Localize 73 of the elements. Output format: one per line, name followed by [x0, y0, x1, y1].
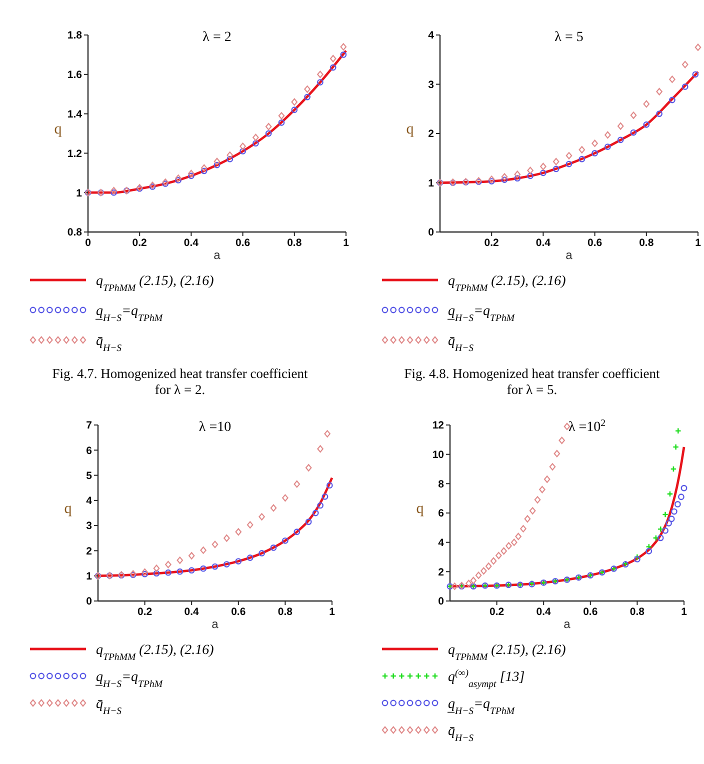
chart-title: λ =10 [198, 420, 232, 435]
legend-label: q$_{TPhMM}$ (2.15), (2.16) [448, 274, 566, 294]
y-tick-label: 0 [86, 596, 92, 608]
x-tick-label: 0.2 [484, 237, 500, 249]
legend-label: q̄$_{H−S}$ [96, 334, 122, 354]
y-tick-label: 7 [86, 420, 92, 432]
y-tick-label: 1.2 [67, 148, 82, 160]
y-axis-title: q [54, 122, 62, 138]
x-tick-label: 0.4 [536, 606, 552, 618]
x-tick-label: 0.2 [132, 237, 148, 249]
legend-label: q̲$_{H−S}$=q$_{TPhM}$ [95, 670, 164, 690]
caption: Fig. 4.7. Homogenized heat transfer coefficient for λ = 2. [52, 366, 308, 397]
x-tick-label: 0.8 [639, 237, 654, 249]
legend-label: q̲$_{H−S}$=q$_{TPhM}$ [447, 697, 516, 716]
x-tick-label: 1 [343, 237, 350, 249]
x-tick-label: 1 [695, 237, 702, 249]
y-tick-label: 1 [76, 187, 82, 200]
x-axis-title: a [212, 617, 219, 631]
legend-label: q$_{TPhMM}$ (2.15), (2.16) [448, 643, 566, 662]
y-axis-title: q [64, 501, 72, 517]
y-tick-label: 1.4 [67, 108, 82, 120]
legend-label: q̲$_{H−S}$=q$_{TPhM}$ [447, 304, 516, 324]
legend-label: q̲$_{H−S}$=q$_{TPhM}$ [95, 304, 164, 324]
y-tick-label: 2 [428, 128, 434, 140]
y-tick-label: 10 [432, 449, 444, 462]
legend-label: q$_{TPhMM}$ (2.15), (2.16) [96, 643, 214, 662]
y-tick-label: 3 [428, 78, 434, 91]
x-tick-label: 0.6 [235, 237, 250, 249]
y-tick-label: 5 [86, 470, 92, 482]
y-tick-label: 4 [438, 537, 444, 550]
x-axis-title: a [564, 617, 571, 631]
y-tick-label: 4 [428, 30, 434, 42]
x-tick-label: 0.6 [587, 237, 602, 249]
x-tick-label: 0.8 [630, 606, 645, 618]
legend-label: q$_{TPhMM}$ (2.15), (2.16) [96, 274, 214, 294]
y-axis-title: q [406, 122, 414, 138]
y-tick-label: 2 [86, 545, 92, 558]
x-tick-label: 0.6 [583, 606, 598, 618]
x-axis-title: a [214, 248, 221, 262]
caption: Fig. 4.8. Homogenized heat transfer coefficient for λ = 5. [404, 366, 660, 397]
y-tick-label: 3 [86, 520, 92, 532]
x-tick-label: 1 [329, 606, 336, 618]
x-tick-label: 1 [681, 606, 688, 618]
legend-label: q̄$_{H−S}$ [448, 724, 474, 744]
y-tick-label: 12 [432, 420, 444, 432]
x-tick-label: 0.4 [536, 237, 551, 249]
chart-title: λ = 5 [554, 30, 584, 45]
x-tick-label: 0.8 [278, 606, 293, 618]
y-tick-label: 1 [428, 177, 434, 190]
y-tick-label: 1.8 [67, 30, 82, 42]
y-tick-label: 1.6 [67, 69, 82, 82]
y-tick-label: 8 [438, 478, 444, 490]
x-tick-label: 0.2 [137, 606, 152, 618]
y-tick-label: 4 [86, 495, 92, 508]
y-tick-label: 1 [86, 570, 92, 583]
chart-title: λ =10$^{2}$ [568, 418, 606, 435]
legend-label: q̄$_{H−S}$ [96, 697, 122, 716]
y-tick-label: 6 [438, 508, 444, 520]
x-tick-label: 0.6 [231, 606, 246, 618]
legend-label: q$^{(∞)}$$_{asympt}$ [13] [448, 668, 525, 690]
y-tick-label: 0.8 [67, 226, 82, 239]
y-axis-title: q [416, 501, 424, 517]
y-tick-label: 0 [438, 596, 444, 608]
x-tick-label: 0.2 [489, 606, 504, 618]
y-tick-label: 6 [86, 444, 92, 457]
legend-label: q̄$_{H−S}$ [448, 334, 474, 354]
y-tick-label: 2 [438, 566, 444, 578]
chart-title: λ = 2 [202, 30, 232, 45]
y-tick-label: 0 [428, 226, 434, 239]
x-tick-label: 0.8 [287, 237, 302, 249]
x-tick-label: 0.4 [184, 237, 199, 249]
x-axis-title: a [566, 248, 573, 262]
x-tick-label: 0.4 [184, 606, 200, 618]
